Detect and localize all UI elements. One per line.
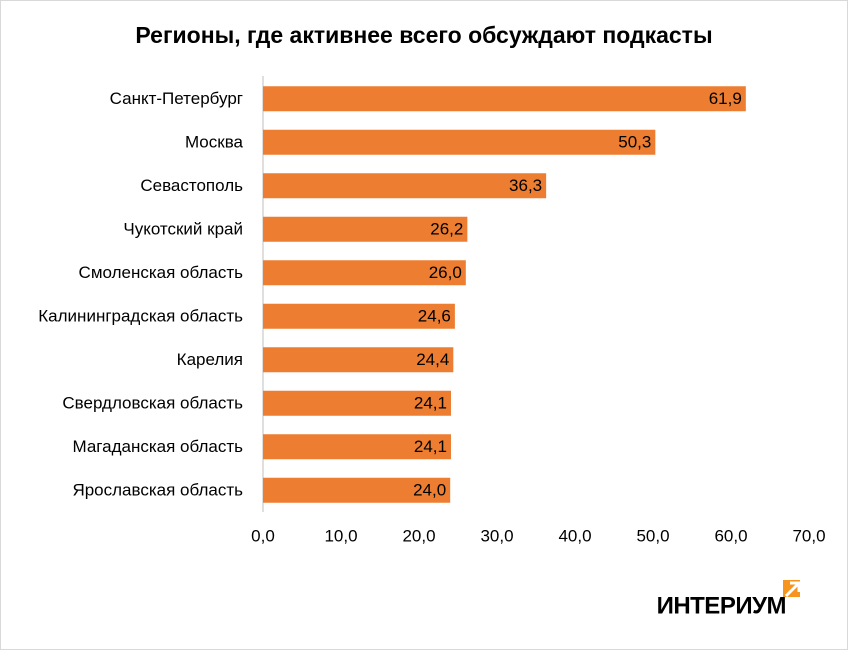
bar bbox=[263, 173, 547, 199]
value-label: 26,2 bbox=[430, 220, 463, 239]
chart-title: Регионы, где активнее всего обсуждают по… bbox=[135, 22, 712, 48]
value-label: 24,4 bbox=[416, 350, 449, 369]
x-tick-label: 60,0 bbox=[714, 526, 747, 545]
bar bbox=[263, 434, 451, 460]
bar bbox=[263, 347, 454, 373]
value-label: 61,9 bbox=[709, 89, 742, 108]
y-tick-label: Свердловская область bbox=[62, 394, 243, 413]
y-tick-label: Ярославская область bbox=[72, 481, 243, 500]
logo-icon bbox=[783, 580, 801, 598]
y-tick-label: Смоленская область bbox=[79, 263, 244, 282]
value-label: 24,1 bbox=[414, 394, 447, 413]
x-tick-label: 30,0 bbox=[480, 526, 513, 545]
value-label: 50,3 bbox=[618, 133, 651, 152]
x-tick-label: 40,0 bbox=[558, 526, 591, 545]
y-tick-label: Санкт-Петербург bbox=[110, 89, 243, 108]
bar bbox=[263, 303, 455, 329]
value-label: 24,1 bbox=[414, 437, 447, 456]
y-tick-label: Калининградская область bbox=[38, 307, 243, 326]
logo: ИНТЕРИУМ bbox=[657, 592, 786, 619]
y-tick-label: Карелия bbox=[177, 350, 243, 369]
bar bbox=[263, 86, 746, 112]
bar bbox=[263, 129, 656, 155]
y-tick-label: Чукотский край bbox=[123, 220, 243, 239]
logo-arrow bbox=[784, 581, 801, 598]
x-tick-label: 50,0 bbox=[636, 526, 669, 545]
bar bbox=[263, 390, 451, 416]
bar bbox=[263, 216, 468, 242]
value-label: 36,3 bbox=[509, 176, 542, 195]
x-tick-label: 70,0 bbox=[792, 526, 825, 545]
x-tick-label: 20,0 bbox=[402, 526, 435, 545]
value-label: 24,6 bbox=[418, 307, 451, 326]
bar bbox=[263, 477, 451, 503]
y-tick-label: Магаданская область bbox=[73, 437, 244, 456]
value-label: 26,0 bbox=[429, 263, 462, 282]
x-tick-label: 10,0 bbox=[324, 526, 357, 545]
y-tick-label: Москва bbox=[185, 133, 244, 152]
value-label: 24,0 bbox=[413, 481, 446, 500]
x-tick-label: 0,0 bbox=[251, 526, 275, 545]
y-tick-label: Севастополь bbox=[140, 176, 243, 195]
bar bbox=[263, 260, 466, 286]
